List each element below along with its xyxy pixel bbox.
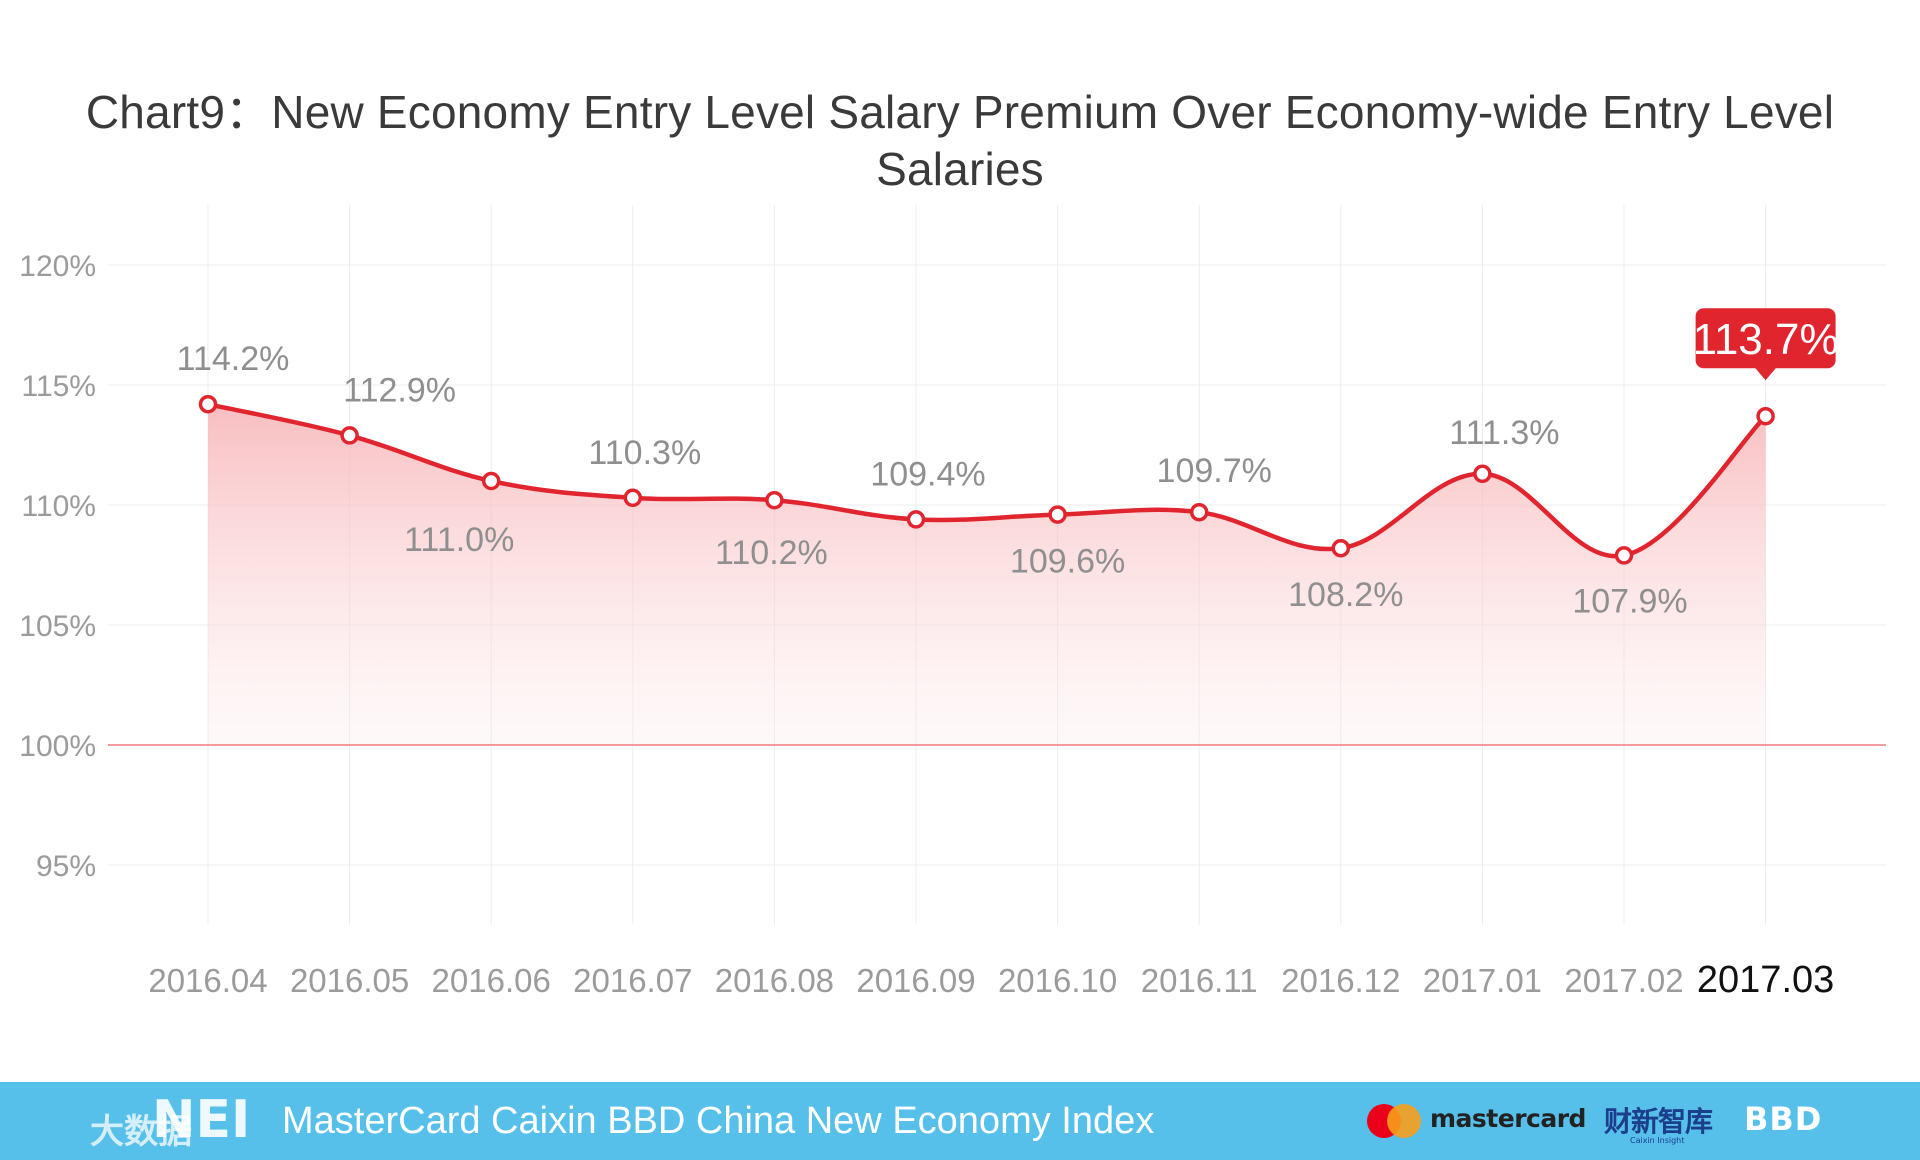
data-label: 109.6% xyxy=(1010,543,1125,581)
data-point xyxy=(765,490,784,510)
data-point xyxy=(1048,505,1067,524)
y-tick-label: 120% xyxy=(19,250,96,283)
data-label: 112.9% xyxy=(343,371,456,409)
data-point xyxy=(906,510,926,529)
y-tick-label: 95% xyxy=(36,850,96,883)
x-tick-label: 2016.07 xyxy=(573,962,692,999)
x-tick-label: 2016.09 xyxy=(856,962,975,999)
y-tick-label: 115% xyxy=(21,370,96,403)
highlight-label-box xyxy=(1695,308,1836,369)
x-tick-label: 2016.04 xyxy=(148,962,267,999)
x-tick-label: 2016.08 xyxy=(715,962,834,999)
x-tick-label: 2017.01 xyxy=(1423,962,1542,999)
data-label: 114.2% xyxy=(177,340,290,378)
caixin-insight-logo: 财新智库 xyxy=(1604,1105,1713,1138)
data-label: 111.0% xyxy=(404,521,514,559)
data-points xyxy=(198,394,1775,565)
y-tick-label: 100% xyxy=(19,730,96,763)
y-tick-label: 105% xyxy=(19,610,96,643)
data-label: 109.7% xyxy=(1157,452,1272,490)
x-tick-label: 2016.11 xyxy=(1141,962,1258,999)
data-labels: 114.2% 112.9% 111.0% 110.3% 110.2% 109.4% 109.… xyxy=(177,308,1839,620)
y-tick-label: 110% xyxy=(21,490,96,523)
footer-bar: 大数据 NEI MasterCard Caixin BBD China New … xyxy=(0,1082,1920,1160)
x-tick-label: 2016.10 xyxy=(998,962,1117,999)
data-label: 110.3% xyxy=(588,434,701,472)
mastercard-label: mastercard xyxy=(1430,1104,1586,1133)
x-tick-label: 2016.06 xyxy=(432,962,551,999)
line-chart: 114.2% 112.9% 111.0% 110.3% 110.2% 109.4% 109.… xyxy=(19,205,1886,1001)
caixin-insight-subtitle: Caixin Insight xyxy=(1630,1136,1685,1145)
x-tick-label: 2016.12 xyxy=(1281,962,1400,999)
highlight-label-pointer xyxy=(1754,367,1777,381)
data-label: 109.4% xyxy=(870,455,985,493)
nei-logo: NEI xyxy=(152,1090,251,1150)
x-axis-ticks: 2016.04 2016.05 2016.06 2016.07 2016.08 2016.… xyxy=(148,959,1834,1001)
data-point xyxy=(340,426,359,445)
series-line xyxy=(205,401,1768,559)
data-point xyxy=(198,394,218,414)
data-point xyxy=(1614,546,1634,565)
data-point xyxy=(1473,464,1492,484)
x-tick-label: 2017.03 xyxy=(1697,959,1834,1001)
x-tick-label: 2017.02 xyxy=(1564,962,1683,999)
data-label: 110.2% xyxy=(715,534,828,572)
highlight-data-label: 113.7% xyxy=(1693,315,1839,364)
y-axis-ticks: 95% 100% 105% 110% 115% 120% xyxy=(19,250,96,883)
bbd-logo: BBD xyxy=(1744,1100,1823,1138)
footer-index-name: MasterCard Caixin BBD China New Economy … xyxy=(282,1100,1155,1142)
data-point xyxy=(481,471,501,491)
data-label: 107.9% xyxy=(1572,582,1687,620)
data-point xyxy=(1189,502,1209,522)
data-point xyxy=(1756,406,1775,426)
area-fill-shape xyxy=(208,404,1766,745)
data-label: 111.3% xyxy=(1449,414,1559,452)
mastercard-logo-icon xyxy=(1367,1104,1421,1138)
data-point xyxy=(1331,538,1351,558)
data-point xyxy=(623,488,643,508)
chart-title: Chart9：New Economy Entry Level Salary Pr… xyxy=(85,86,1835,195)
footer-watermark: 大数据 xyxy=(90,1112,192,1152)
series-line-path xyxy=(205,401,1768,559)
x-tick-label: 2016.05 xyxy=(290,962,409,999)
data-label: 108.2% xyxy=(1288,576,1403,614)
area-fill xyxy=(208,404,1766,745)
